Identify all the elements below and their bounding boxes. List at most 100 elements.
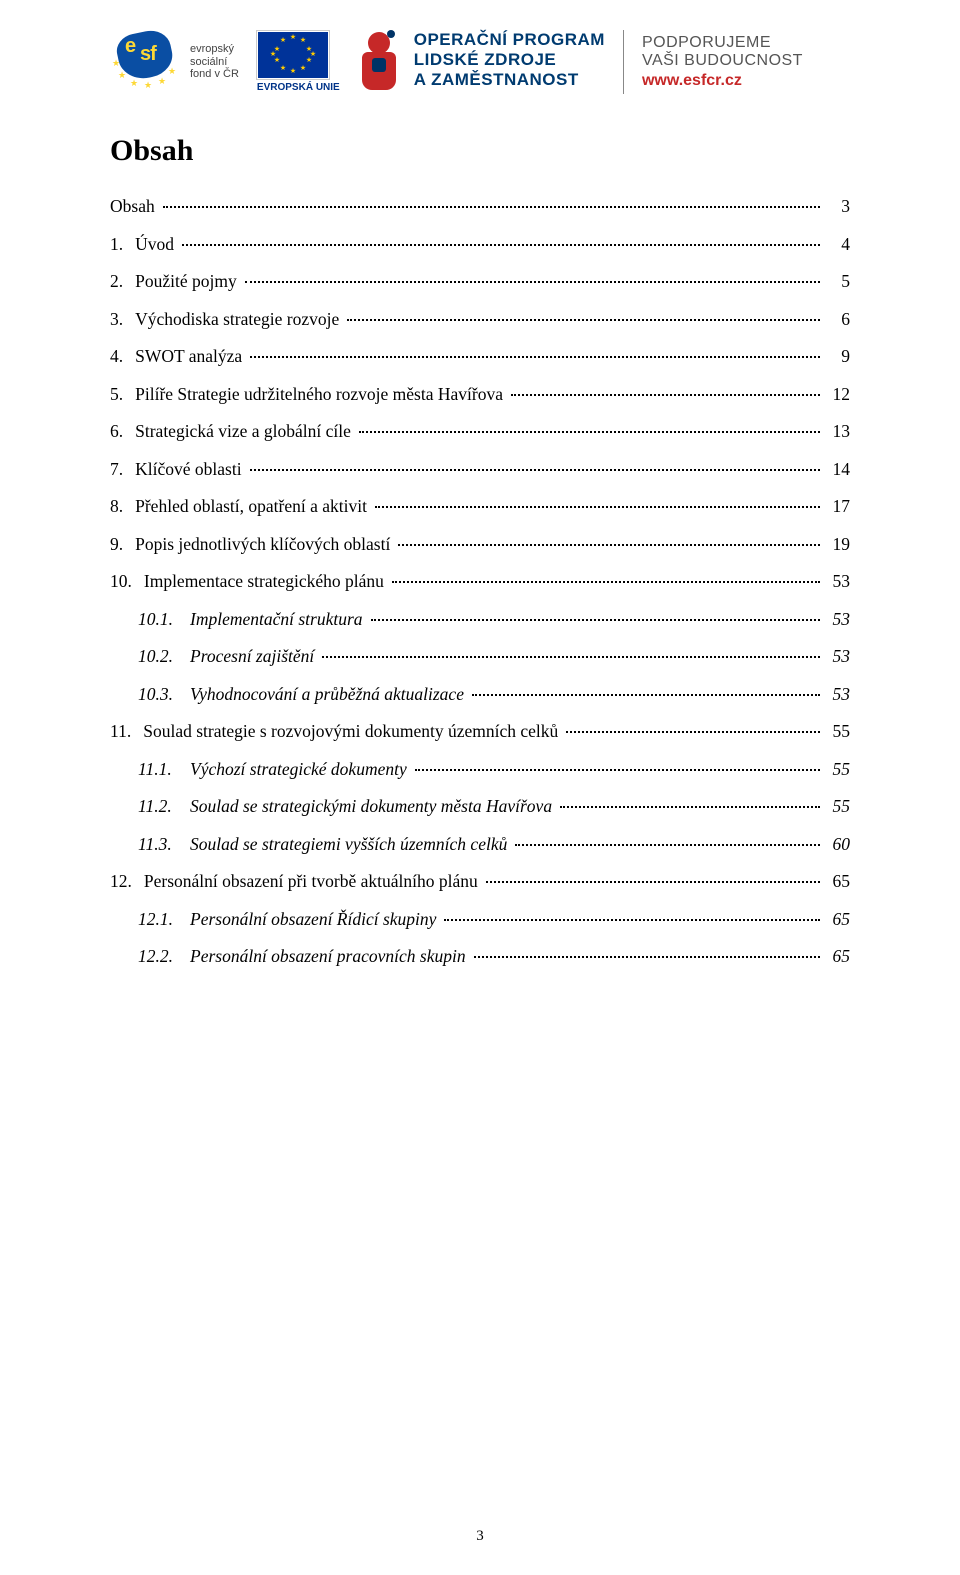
toc-entry: 4.SWOT analýza9 xyxy=(110,348,850,366)
toc-entry-page: 65 xyxy=(824,911,850,929)
esf-logo: esf ★ ★ ★ ★ ★ ★ evropský sociální fond v… xyxy=(110,30,239,94)
toc-entry-page: 12 xyxy=(824,386,850,404)
toc-entry: 3.Východiska strategie rozvoje6 xyxy=(110,311,850,329)
toc-leader-dots xyxy=(486,881,820,883)
toc-entry-text: Klíčové oblasti xyxy=(135,461,245,479)
toc-entry-number: 7. xyxy=(110,461,135,479)
toc-entry: 1.Úvod4 xyxy=(110,236,850,254)
op-line3: A ZAMĚSTNANOST xyxy=(414,70,605,90)
support-line2: VAŠI BUDOUCNOST xyxy=(642,52,803,70)
toc-entry: 11.3.Soulad se strategiemi vyšších územn… xyxy=(138,836,850,854)
toc-leader-dots xyxy=(375,506,820,508)
toc-entry-text: Vyhodnocování a průběžná aktualizace xyxy=(190,686,468,704)
toc-entry-page: 65 xyxy=(824,873,850,891)
toc-entry-number: 12. xyxy=(110,873,144,891)
toc-leader-dots xyxy=(560,806,820,808)
toc-entry-number: 10.2. xyxy=(138,648,190,666)
toc-entry: 11.1.Výchozí strategické dokumenty 55 xyxy=(138,761,850,779)
toc-leader-dots xyxy=(250,356,820,358)
page-number: 3 xyxy=(0,1528,960,1545)
esf-caption: evropský sociální fond v ČR xyxy=(190,43,239,81)
header-separator xyxy=(623,30,624,94)
toc-entry-page: 55 xyxy=(824,761,850,779)
toc-entry-page: 19 xyxy=(824,536,850,554)
toc-entry-number: 10.1. xyxy=(138,611,190,629)
toc-entry-page: 13 xyxy=(824,423,850,441)
toc-entry-page: 4 xyxy=(824,236,850,254)
toc-leader-dots xyxy=(515,844,820,846)
toc-entry-page: 53 xyxy=(824,611,850,629)
page: esf ★ ★ ★ ★ ★ ★ evropský sociální fond v… xyxy=(0,0,960,1575)
toc-entry-page: 17 xyxy=(824,498,850,516)
toc-entry-page: 53 xyxy=(824,573,850,591)
toc-entry-number: 10.3. xyxy=(138,686,190,704)
toc-leader-dots xyxy=(444,919,820,921)
toc-entry-number: 11.1. xyxy=(138,761,190,779)
toc-leader-dots xyxy=(322,656,820,658)
toc-entry-number: 2. xyxy=(110,273,135,291)
toc-entry-text: Přehled oblastí, opatření a aktivit xyxy=(135,498,371,516)
toc-entry-text: Výchozí strategické dokumenty xyxy=(190,761,411,779)
toc-leader-dots xyxy=(472,694,820,696)
toc-entry-text: Soulad strategie s rozvojovými dokumenty… xyxy=(143,723,562,741)
toc-entry-text: Úvod xyxy=(135,236,178,254)
toc-leader-dots xyxy=(392,581,820,583)
toc-leader-dots xyxy=(163,206,820,208)
esf-caption-1: evropský xyxy=(190,43,239,56)
toc-entry: 10.1.Implementační struktura53 xyxy=(138,611,850,629)
page-title: Obsah xyxy=(110,134,850,168)
support-line1: PODPORUJEME xyxy=(642,34,803,52)
toc-entry-text: Implementace strategického plánu xyxy=(144,573,388,591)
toc-entry: 12.Personální obsazení při tvorbě aktuál… xyxy=(110,873,850,891)
toc-entry-text: Obsah xyxy=(110,198,159,216)
toc-entry-page: 14 xyxy=(824,461,850,479)
table-of-contents: Obsah31.Úvod42.Použité pojmy53.Východisk… xyxy=(110,198,850,966)
header-logo-strip: esf ★ ★ ★ ★ ★ ★ evropský sociální fond v… xyxy=(110,30,850,94)
support-url: www.esfcr.cz xyxy=(642,72,803,90)
op-person-icon xyxy=(358,30,404,94)
toc-entry-text: Pilíře Strategie udržitelného rozvoje mě… xyxy=(135,386,507,404)
toc-leader-dots xyxy=(245,281,820,283)
toc-entry-number: 5. xyxy=(110,386,135,404)
toc-entry-page: 53 xyxy=(824,648,850,666)
toc-entry: Obsah 3 xyxy=(110,198,850,216)
toc-entry-number: 9. xyxy=(110,536,135,554)
toc-entry: 2.Použité pojmy5 xyxy=(110,273,850,291)
toc-entry-page: 5 xyxy=(824,273,850,291)
toc-entry: 10.Implementace strategického plánu 53 xyxy=(110,573,850,591)
toc-entry-number: 12.1. xyxy=(138,911,190,929)
toc-entry-text: Strategická vize a globální cíle xyxy=(135,423,355,441)
op-line2: LIDSKÉ ZDROJE xyxy=(414,50,605,70)
eu-flag-icon: ★ ★ ★ ★ ★ ★ ★ ★ ★ ★ ★ ★ xyxy=(257,31,329,79)
toc-entry-number: 8. xyxy=(110,498,135,516)
toc-entry-text: Personální obsazení Řídicí skupiny xyxy=(190,911,440,929)
toc-entry-number: 3. xyxy=(110,311,135,329)
esf-caption-2: sociální xyxy=(190,56,239,69)
toc-entry-page: 3 xyxy=(824,198,850,216)
toc-entry: 12.2.Personální obsazení pracovních skup… xyxy=(138,948,850,966)
toc-entry-number: 10. xyxy=(110,573,144,591)
toc-leader-dots xyxy=(398,544,820,546)
toc-entry-number: 12.2. xyxy=(138,948,190,966)
toc-entry-text: Soulad se strategickými dokumenty města … xyxy=(190,798,556,816)
toc-leader-dots xyxy=(347,319,820,321)
toc-leader-dots xyxy=(182,244,820,246)
toc-entry: 6.Strategická vize a globální cíle 13 xyxy=(110,423,850,441)
toc-leader-dots xyxy=(511,394,820,396)
toc-entry-page: 9 xyxy=(824,348,850,366)
toc-entry-number: 11. xyxy=(110,723,143,741)
toc-entry-text: Popis jednotlivých klíčových oblastí xyxy=(135,536,394,554)
toc-entry: 10.3.Vyhodnocování a průběžná aktualizac… xyxy=(138,686,850,704)
toc-entry: 7.Klíčové oblasti 14 xyxy=(110,461,850,479)
toc-entry-text: Personální obsazení při tvorbě aktuálníh… xyxy=(144,873,482,891)
op-line1: OPERAČNÍ PROGRAM xyxy=(414,30,605,50)
support-block: PODPORUJEME VAŠI BUDOUCNOST www.esfcr.cz xyxy=(642,34,803,90)
esf-caption-3: fond v ČR xyxy=(190,68,239,81)
toc-entry-page: 55 xyxy=(824,798,850,816)
toc-entry-number: 11.3. xyxy=(138,836,190,854)
toc-entry-number: 6. xyxy=(110,423,135,441)
toc-entry: 5.Pilíře Strategie udržitelného rozvoje … xyxy=(110,386,850,404)
toc-entry-number: 11.2. xyxy=(138,798,190,816)
toc-entry-page: 53 xyxy=(824,686,850,704)
toc-entry-text: Soulad se strategiemi vyšších územních c… xyxy=(190,836,511,854)
